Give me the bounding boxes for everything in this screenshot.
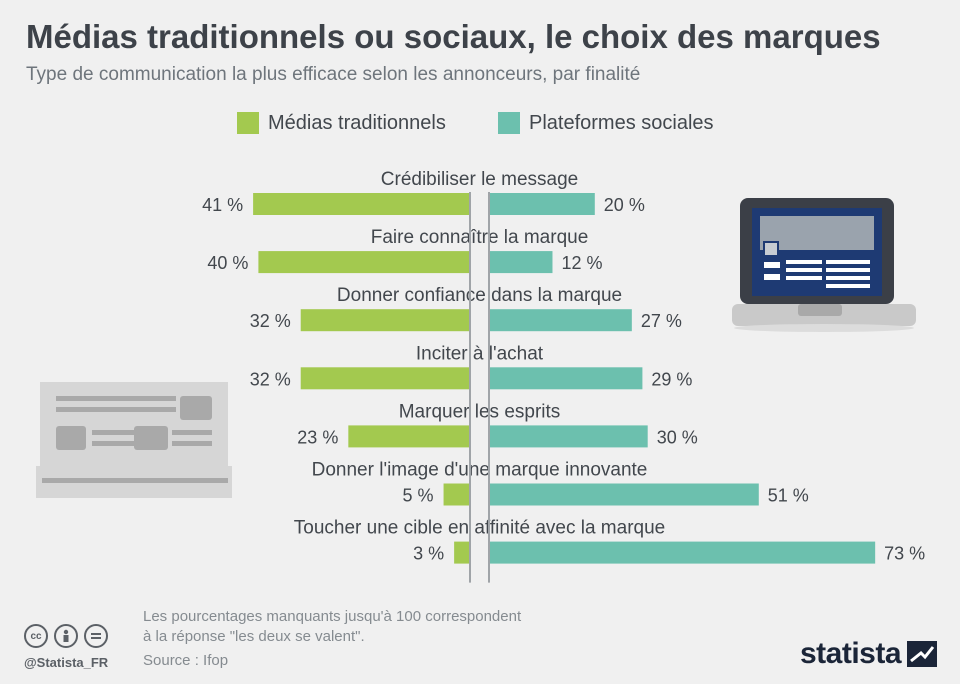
brand-mark-icon — [907, 641, 938, 667]
value-label-traditional: 5 % — [403, 486, 434, 506]
bar-social — [489, 483, 759, 506]
legend-item-traditional: Médias traditionnels — [237, 110, 446, 136]
legend-item-social: Plateformes sociales — [498, 110, 714, 136]
bar-traditional — [300, 367, 470, 390]
attribution-icon — [54, 624, 78, 648]
value-label-social: 73 % — [884, 544, 925, 564]
legend-swatch-traditional — [237, 112, 259, 134]
value-label-social: 30 % — [657, 427, 698, 447]
value-label-traditional: 32 % — [250, 311, 291, 331]
value-label-traditional: 3 % — [413, 544, 444, 564]
source-note: Source : Ifop — [143, 652, 229, 669]
value-label-social: 29 % — [651, 369, 692, 389]
category-label: Inciter à l'achat — [416, 343, 544, 364]
category-label: Marquer les esprits — [399, 401, 561, 422]
bar-traditional — [454, 541, 470, 564]
value-label-traditional: 40 % — [207, 253, 248, 273]
bar-traditional — [348, 425, 470, 448]
legend-label-social: Plateformes sociales — [529, 111, 714, 134]
brand-logo[interactable]: statista — [800, 636, 938, 672]
bar-social — [489, 193, 595, 215]
bar-traditional — [258, 251, 470, 274]
no-derivatives-icon — [84, 624, 108, 648]
footnote-line-1: Les pourcentages manquants jusqu'à 100 c… — [143, 608, 522, 625]
license-icons: cc — [24, 624, 108, 648]
bar-social — [489, 251, 553, 274]
chart-title: Médias traditionnels ou sociaux, le choi… — [26, 18, 881, 55]
value-label-traditional: 32 % — [250, 369, 291, 389]
chart-subtitle: Type de communication la plus efficace s… — [26, 64, 641, 85]
value-label-social: 51 % — [768, 486, 809, 506]
category-label: Toucher une cible en affinité avec la ma… — [294, 518, 665, 539]
category-label: Donner confiance dans la marque — [337, 285, 622, 306]
legend-swatch-social — [498, 112, 520, 134]
newspaper-illustration — [36, 382, 232, 498]
category-label: Faire connaître la marque — [371, 227, 589, 248]
bar-social — [489, 425, 648, 448]
social-handle: @Statista_FR — [24, 655, 109, 670]
laptop-illustration — [732, 198, 916, 332]
value-label-social: 20 % — [604, 195, 645, 215]
bar-social — [489, 541, 876, 564]
bar-traditional — [253, 193, 470, 215]
legend: Médias traditionnels Plateformes sociale… — [0, 110, 960, 136]
bar-traditional — [300, 309, 470, 332]
bar-traditional — [443, 483, 470, 506]
value-label-social: 27 % — [641, 311, 682, 331]
footnote-line-2: à la réponse "les deux se valent". — [143, 628, 365, 645]
footnote: Les pourcentages manquants jusqu'à 100 c… — [143, 607, 521, 647]
brand-wordmark: statista — [800, 637, 902, 670]
legend-label-traditional: Médias traditionnels — [268, 111, 446, 134]
creative-commons-icon: cc — [24, 624, 48, 648]
value-label-traditional: 23 % — [297, 427, 338, 447]
category-label: Crédibiliser le message — [381, 169, 578, 190]
category-label: Donner l'image d'une marque innovante — [312, 460, 648, 481]
value-label-traditional: 41 % — [202, 195, 243, 215]
value-label-social: 12 % — [561, 253, 602, 273]
bar-social — [489, 367, 643, 390]
bar-social — [489, 309, 632, 332]
